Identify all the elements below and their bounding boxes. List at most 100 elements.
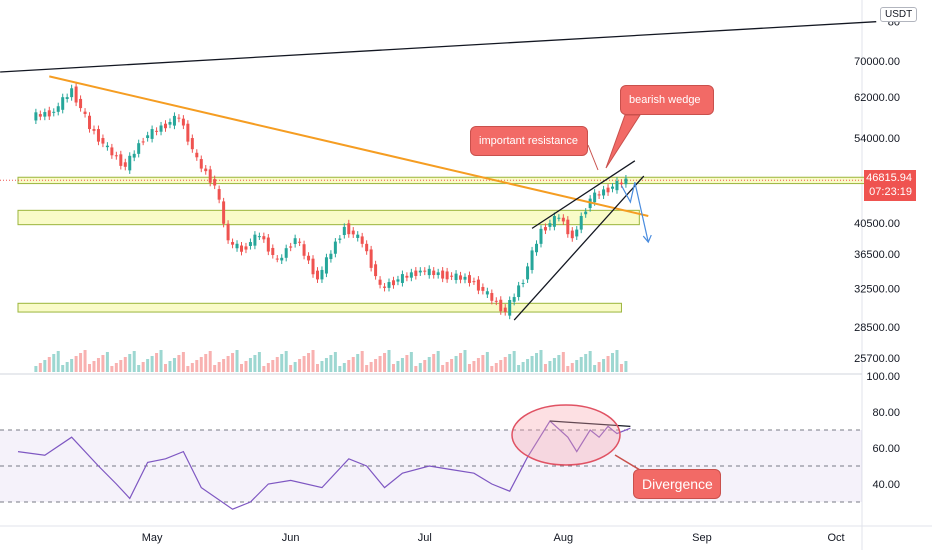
volume-bar [320,361,324,372]
candle-body [164,123,168,129]
volume-bar [172,358,176,372]
candle-body [624,178,628,185]
volume-bar [499,360,503,372]
rsi-tick-label: 40.00 [872,479,900,491]
volume-bar [606,356,610,372]
candle-body [43,112,47,117]
candle-body [503,307,507,313]
candle-body [329,253,333,260]
volume-bar [378,356,382,372]
candle-body [123,162,127,167]
time-tick-label: Aug [554,532,574,544]
candle-body [490,293,494,301]
volume-bar [467,364,471,372]
volume-bar [414,366,418,372]
candle-body [454,273,458,281]
candle-body [521,282,525,284]
volume-bar [114,363,118,372]
candle-body [423,270,427,272]
candle-body [128,155,132,171]
candle-body [168,122,172,125]
candle-body [92,129,96,131]
volume-bar [128,354,132,372]
candle-body [347,223,351,235]
volume-bar [508,354,512,372]
candle-body [38,114,42,117]
volume-bar [190,363,194,372]
bearish-wedge-callout: bearish wedge [620,85,714,115]
volume-bar [271,360,275,372]
candle-body [338,238,342,240]
volume-bar [409,352,413,372]
candle-body [137,143,141,154]
volume-bar [517,365,521,372]
time-tick-label: May [142,532,163,544]
candle-body [74,86,78,103]
volume-bar [450,359,454,372]
volume-bar [253,355,257,372]
volume-bar [155,353,159,372]
volume-bar [110,366,114,372]
candle-body [217,189,221,200]
volume-bar [441,365,445,372]
volume-bar [141,362,145,372]
candle-body [602,189,606,196]
candle-body [315,270,319,280]
volume-bar [284,351,288,372]
divergence-pointer [614,454,641,471]
candle-body [213,179,217,186]
volume-bar [137,365,141,372]
volume-bar [132,351,136,372]
projection-arrowhead [642,234,652,244]
candle-body [150,129,154,139]
candle-body [96,129,100,142]
candle-body [240,245,243,252]
volume-bar [570,363,574,372]
candle-body [517,285,521,298]
candle-body [409,272,413,278]
candle-body [570,230,574,239]
candle-body [190,138,194,150]
candle-body [432,270,436,276]
volume-bar [83,350,87,372]
volume-bar [302,356,306,372]
candle-body [548,223,552,227]
candle-body [110,147,114,156]
trendline-long-black [0,21,877,73]
candle-body [34,112,38,121]
candle-body [535,243,539,253]
candle-body [400,274,404,283]
candle-body [561,217,565,222]
candle-body [132,153,136,158]
volume-bar [222,359,226,372]
volume-bar [38,363,42,372]
price-tick-label: 62000.00 [854,92,900,104]
volume-bar [481,355,485,372]
volume-bar [374,359,378,372]
candle-body [436,272,440,276]
candle-body [302,244,306,256]
time-tick-label: Oct [827,532,844,544]
volume-bar [400,358,404,372]
volume-bar [521,362,525,372]
candle-body [293,238,297,245]
candle-body [226,223,230,241]
volume-bar [65,362,69,372]
candle-body [584,211,588,215]
price-tick-label: 36500.00 [854,249,900,261]
candle-body [575,229,579,237]
volume-bar [159,350,163,372]
volume-bar [146,359,150,372]
candle-body [231,242,235,245]
candle-body [208,169,212,183]
candle-body [512,297,516,302]
volume-bar [619,364,623,372]
candle-body [459,275,463,280]
volume-bar [186,366,190,372]
volume-bar [168,361,172,372]
price-tick-label: 32500.00 [854,283,900,295]
volume-bar [105,352,109,372]
currency-badge[interactable]: USDT [880,7,918,22]
volume-bar [96,358,100,372]
